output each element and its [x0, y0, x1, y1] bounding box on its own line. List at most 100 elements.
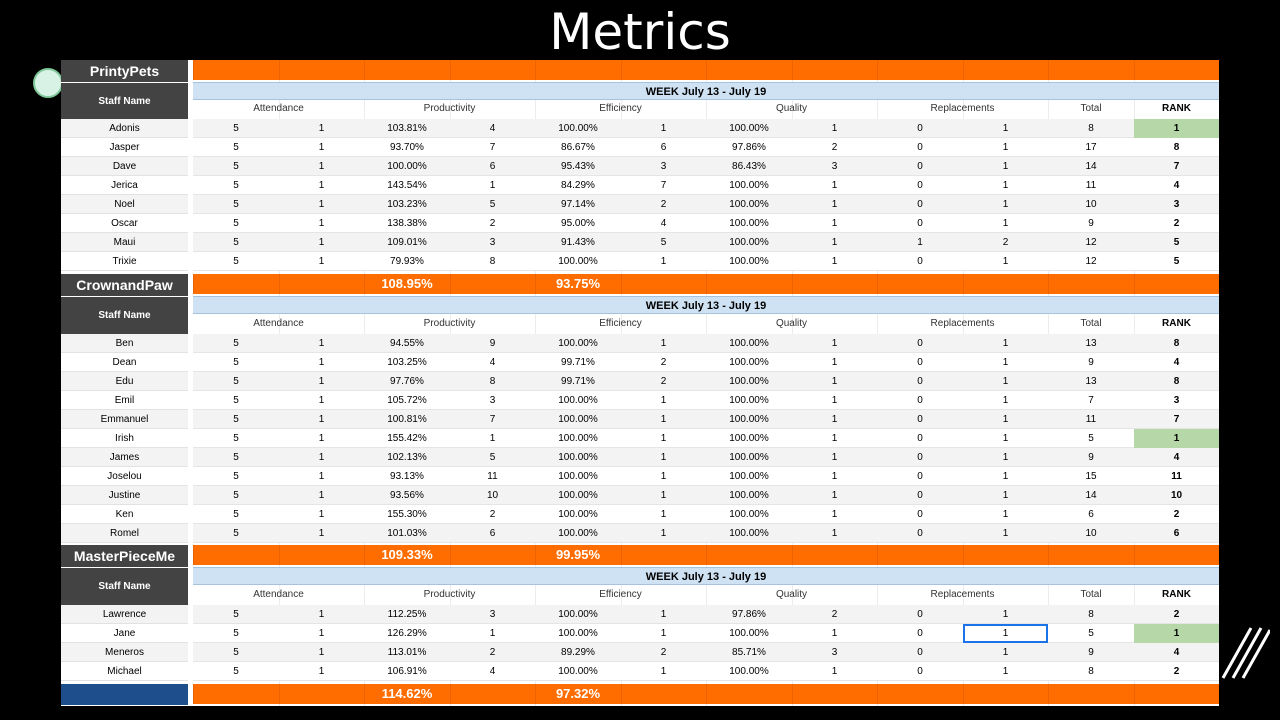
metric-cell[interactable]: 138.38%	[387, 218, 427, 229]
metric-cell[interactable]: 100.00%	[729, 180, 769, 191]
orange-cell[interactable]	[706, 684, 792, 704]
metric-cell[interactable]: 17	[1085, 142, 1097, 153]
metric-cell[interactable]: 5	[233, 490, 239, 501]
rank-cell[interactable]: 2	[1173, 609, 1180, 620]
staff-name-cell[interactable]: Dave	[61, 157, 188, 176]
metric-cell[interactable]: 5	[233, 199, 239, 210]
metric-cell[interactable]: 8	[1088, 609, 1094, 620]
metric-cell[interactable]: 100.00%	[558, 471, 598, 482]
orange-cell[interactable]	[450, 274, 535, 294]
metric-cell[interactable]: 1	[660, 123, 667, 134]
rank-cell[interactable]: 2	[1173, 666, 1180, 677]
metric-cell[interactable]: 0	[917, 628, 923, 639]
metric-cell[interactable]: 5	[233, 414, 239, 425]
metric-cell[interactable]: 15	[1085, 471, 1097, 482]
table-row[interactable]: 5 1 93.70% 7 86.67% 6 97.86% 2 0 1 17 8	[193, 138, 1219, 157]
metric-cell[interactable]: 5	[233, 180, 239, 191]
metric-cell[interactable]: 97.86%	[732, 142, 766, 153]
staff-name-cell[interactable]: Edu	[61, 372, 188, 391]
metric-cell[interactable]: 1	[1002, 433, 1009, 444]
metric-cell[interactable]: 1	[660, 509, 667, 520]
metric-cell[interactable]: 1	[1002, 161, 1009, 172]
metric-cell[interactable]: 0	[917, 433, 923, 444]
metric-cell[interactable]: 89.29%	[561, 647, 595, 658]
metric-cell[interactable]: 14	[1085, 490, 1097, 501]
metric-cell[interactable]: 100.00%	[558, 628, 598, 639]
metric-cell[interactable]: 2	[660, 199, 667, 210]
metric-cell[interactable]: 1	[1002, 180, 1009, 191]
metric-cell[interactable]: 5	[489, 452, 496, 463]
metric-cell[interactable]: 155.42%	[387, 433, 427, 444]
metric-cell[interactable]: 1	[660, 338, 667, 349]
metric-cell[interactable]: 0	[917, 218, 923, 229]
metric-cell[interactable]: 1	[318, 199, 325, 210]
metric-cell[interactable]: 1	[1002, 509, 1009, 520]
staff-name-cell[interactable]: Dean	[61, 353, 188, 372]
metric-cell[interactable]: 0	[917, 161, 923, 172]
metric-cell[interactable]: 1	[660, 490, 667, 501]
metric-cell[interactable]: 1	[831, 376, 838, 387]
staff-name-cell[interactable]: Ben	[61, 334, 188, 353]
metric-cell[interactable]: 100.00%	[558, 452, 598, 463]
metric-cell[interactable]: 1	[831, 509, 838, 520]
metric-cell[interactable]: 100.00%	[558, 123, 598, 134]
metric-cell[interactable]: 1	[660, 414, 667, 425]
orange-cell[interactable]	[706, 274, 792, 294]
metric-cell[interactable]: 3	[831, 161, 838, 172]
metric-cell[interactable]: 1	[1002, 647, 1009, 658]
metric-cell[interactable]: 1	[831, 666, 838, 677]
metric-cell[interactable]: 100.00%	[729, 256, 769, 267]
metric-cell[interactable]: 2	[831, 609, 838, 620]
metric-cell[interactable]: 79.93%	[390, 256, 424, 267]
orange-cell[interactable]	[877, 684, 963, 704]
metric-cell[interactable]: 5	[233, 256, 239, 267]
metric-cell[interactable]: 1	[660, 666, 667, 677]
staff-name-cell[interactable]: Joselou	[61, 467, 188, 486]
rank-cell[interactable]: 1	[1134, 429, 1219, 448]
metric-cell[interactable]: 2	[1002, 237, 1009, 248]
metric-cell[interactable]: 100.00%	[729, 452, 769, 463]
rank-cell[interactable]: 3	[1173, 199, 1180, 210]
metric-cell[interactable]: 0	[917, 666, 923, 677]
orange-cell[interactable]	[193, 684, 279, 704]
metric-cell[interactable]: 1	[660, 528, 667, 539]
metric-cell[interactable]: 85.71%	[732, 647, 766, 658]
metric-cell[interactable]: 1	[831, 490, 838, 501]
metric-cell[interactable]: 0	[917, 609, 923, 620]
metric-cell[interactable]: 0	[917, 180, 923, 191]
metric-cell[interactable]: 3	[489, 395, 496, 406]
table-row[interactable]: 5 1 103.23% 5 97.14% 2 100.00% 1 0 1 10 3	[193, 195, 1219, 214]
spreadsheet[interactable]: PrintyPets Staff Name Adonis Jasper Dave Jeri…	[61, 60, 1219, 706]
metric-cell[interactable]: 84.29%	[561, 180, 595, 191]
metric-cell[interactable]: 1	[660, 256, 667, 267]
metric-cell[interactable]: 103.25%	[387, 357, 427, 368]
metric-cell[interactable]: 100.00%	[558, 414, 598, 425]
metric-cell[interactable]: 5	[233, 666, 239, 677]
metric-cell[interactable]: 5	[233, 471, 239, 482]
metric-cell[interactable]: 0	[917, 490, 923, 501]
metric-cell[interactable]: 1	[318, 123, 325, 134]
orange-cell[interactable]	[1134, 274, 1219, 294]
metric-cell[interactable]: 1	[831, 338, 838, 349]
orange-cell[interactable]	[450, 684, 535, 704]
metric-cell[interactable]: 1	[831, 199, 838, 210]
staff-name-cell[interactable]: Oscar	[61, 214, 188, 233]
metric-cell[interactable]: 3	[489, 237, 496, 248]
orange-cell[interactable]	[792, 545, 877, 565]
metric-cell[interactable]: 1	[831, 395, 838, 406]
staff-name-cell[interactable]: Michael	[61, 662, 188, 681]
metric-cell[interactable]: 5	[660, 237, 667, 248]
table-row[interactable]: 5 1 113.01% 2 89.29% 2 85.71% 3 0 1 9 4	[193, 643, 1219, 662]
staff-name-cell[interactable]: Maui	[61, 233, 188, 252]
metric-cell[interactable]: 100.00%	[558, 338, 598, 349]
metric-cell[interactable]: 0	[917, 414, 923, 425]
metric-cell[interactable]: 2	[660, 647, 667, 658]
metric-cell[interactable]: 2	[489, 647, 496, 658]
metric-cell[interactable]: 6	[1088, 509, 1094, 520]
metric-cell[interactable]: 100.00%	[729, 357, 769, 368]
metric-cell[interactable]: 100.00%	[558, 395, 598, 406]
metric-cell[interactable]: 95.43%	[561, 161, 595, 172]
table-row[interactable]: 5 1 138.38% 2 95.00% 4 100.00% 1 0 1 9 2	[193, 214, 1219, 233]
metric-cell[interactable]: 1	[318, 256, 325, 267]
metric-cell[interactable]: 1	[831, 123, 838, 134]
